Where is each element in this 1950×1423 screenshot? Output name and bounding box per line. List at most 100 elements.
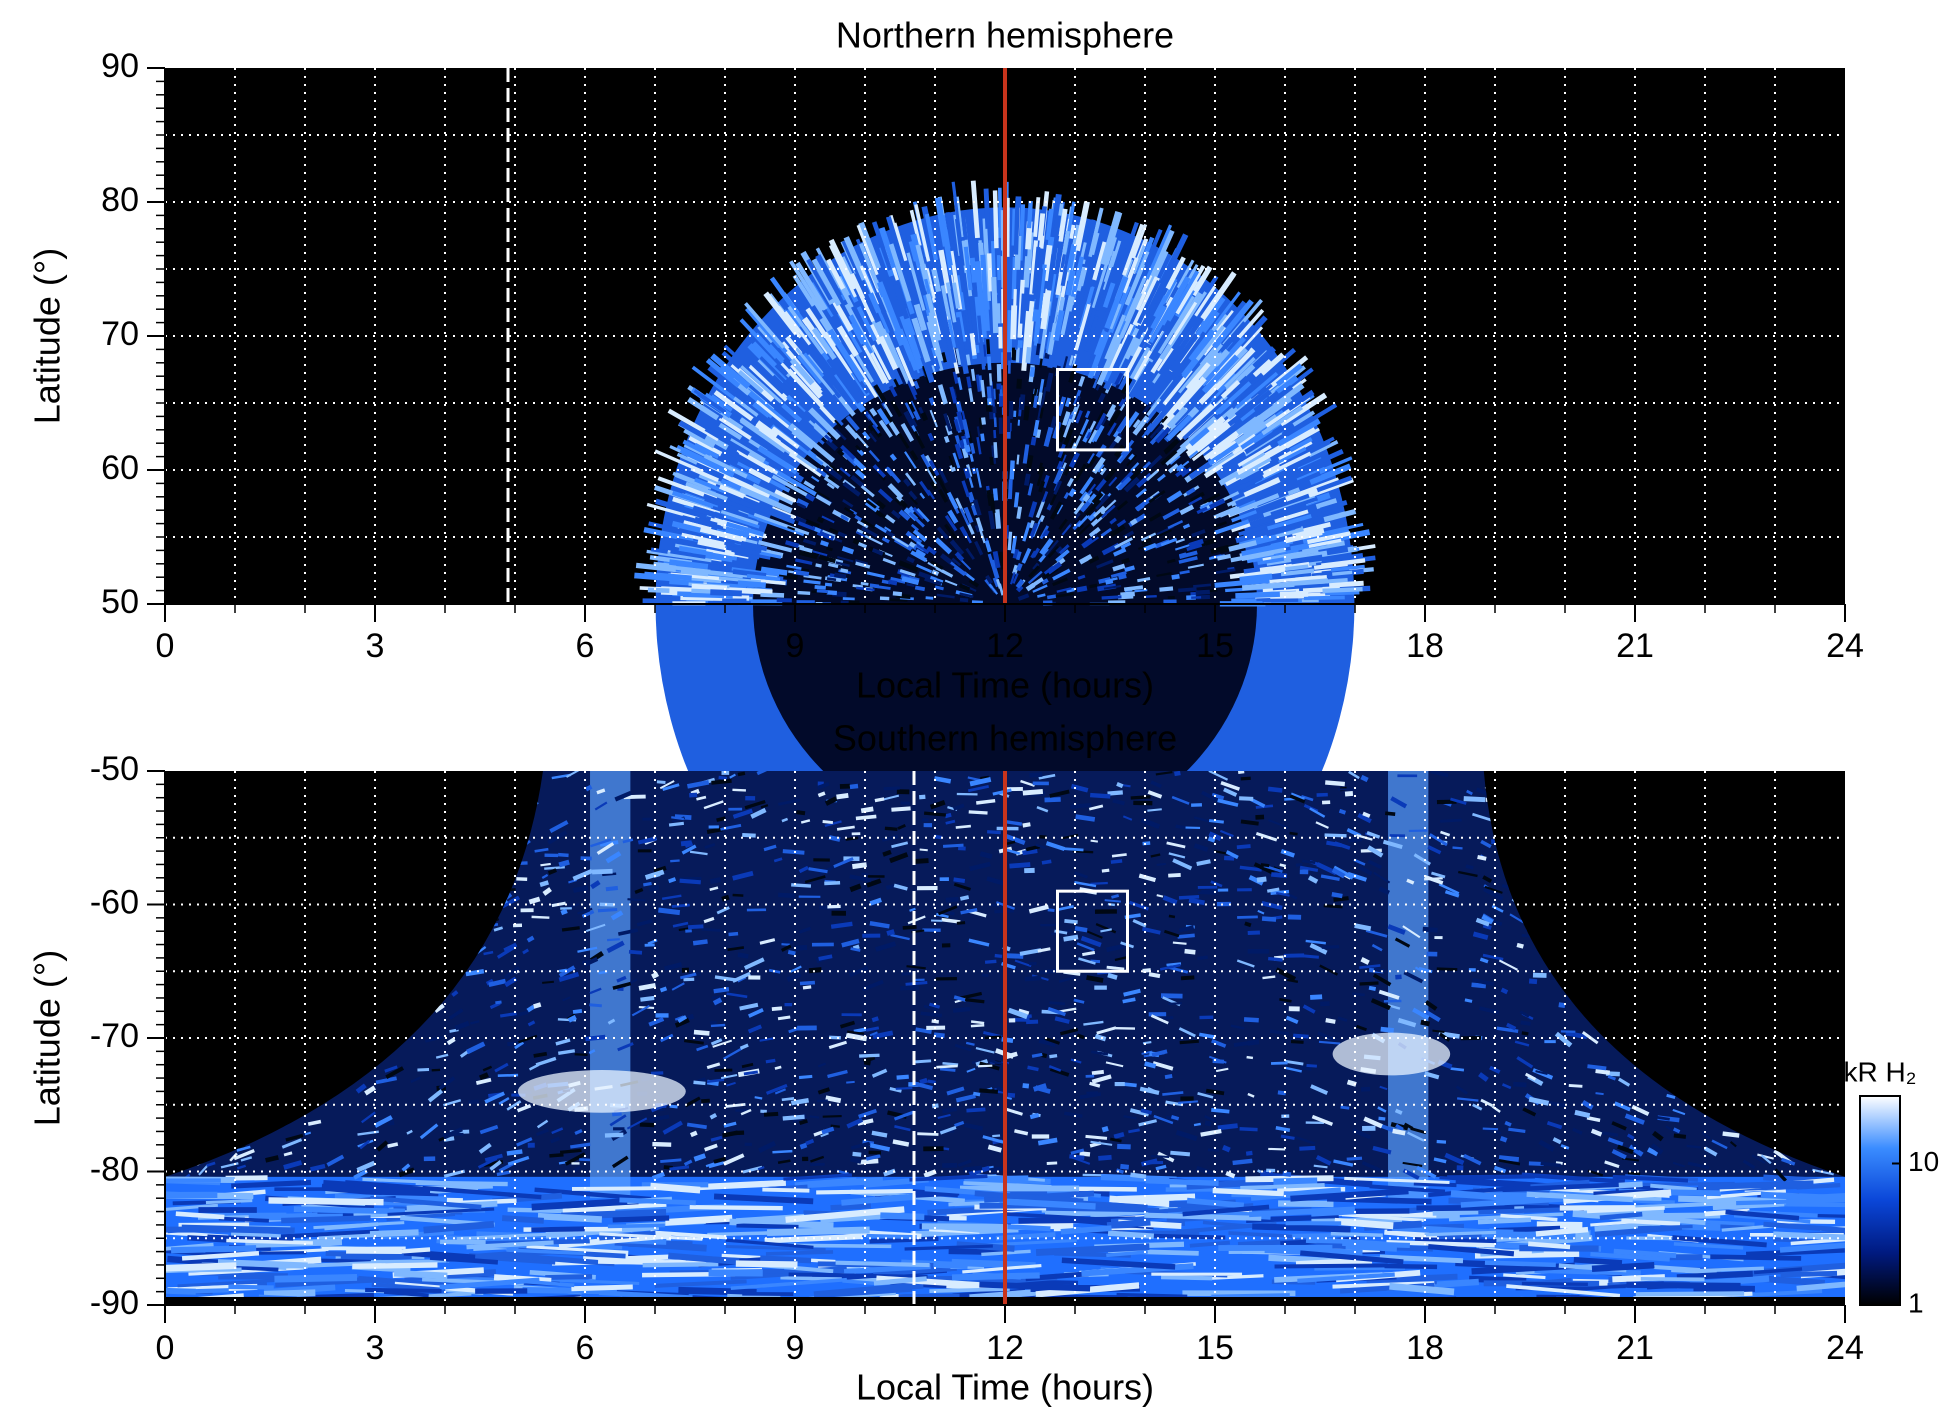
emission-streak	[760, 566, 788, 576]
emission-streak	[1178, 348, 1216, 394]
emission-streak	[848, 965, 869, 978]
emission-streak	[1436, 1139, 1447, 1144]
emission-streak	[750, 578, 786, 586]
emission-streak	[819, 405, 837, 424]
emission-streak	[1049, 501, 1063, 520]
emission-streak	[854, 514, 863, 522]
emission-streak	[811, 327, 837, 361]
emission-streak	[1372, 973, 1392, 987]
emission-streak	[1094, 1033, 1107, 1042]
emission-streak	[1234, 383, 1273, 416]
emission-streak	[826, 590, 838, 596]
emission-streak	[873, 292, 887, 315]
x-tick-label: 9	[786, 627, 805, 665]
emission-streak	[1227, 389, 1272, 427]
emission-streak	[871, 1130, 888, 1138]
emission-streak	[1008, 400, 1014, 420]
emission-streak	[1155, 1164, 1167, 1171]
emission-streak	[1277, 1090, 1286, 1096]
emission-streak	[1225, 1170, 1236, 1179]
emission-streak	[929, 1287, 1010, 1293]
emission-streak	[907, 381, 917, 401]
emission-streak	[938, 304, 957, 364]
emission-streak	[1528, 978, 1538, 985]
emission-streak	[1117, 1143, 1131, 1150]
emission-streak	[1113, 1132, 1125, 1139]
emission-streak	[977, 315, 986, 370]
emission-streak	[926, 321, 944, 372]
emission-streak	[1166, 962, 1182, 967]
emission-streak	[722, 473, 771, 499]
emission-streak	[787, 526, 796, 531]
emission-streak	[984, 540, 992, 553]
emission-streak	[970, 1020, 985, 1025]
emission-streak	[676, 452, 698, 465]
emission-streak	[1022, 848, 1038, 856]
chart-title: Southern hemisphere	[833, 718, 1177, 759]
emission-streak	[607, 1018, 616, 1025]
emission-streak	[1045, 841, 1066, 852]
emission-streak	[1107, 790, 1123, 796]
emission-streak	[1243, 477, 1281, 498]
emission-streak	[577, 946, 598, 953]
emission-streak	[1150, 1154, 1170, 1158]
emission-streak	[892, 283, 910, 320]
emission-streak	[1040, 288, 1052, 330]
emission-streak	[740, 365, 783, 404]
emission-streak	[1166, 841, 1186, 849]
emission-streak	[1220, 379, 1241, 399]
emission-streak	[558, 852, 569, 858]
emission-streak	[1152, 1061, 1174, 1071]
emission-streak	[923, 823, 933, 828]
y-axis-label: Latitude (°)	[27, 950, 68, 1126]
emission-streak	[1090, 1140, 1113, 1146]
emission-streak	[986, 830, 1001, 835]
emission-streak	[1081, 537, 1094, 549]
emission-streak	[866, 571, 885, 579]
emission-streak	[1236, 442, 1290, 476]
emission-streak	[1330, 1231, 1383, 1238]
emission-streak	[535, 1056, 557, 1067]
emission-streak	[1252, 384, 1294, 418]
emission-streak	[765, 1058, 776, 1064]
emission-streak	[1007, 1092, 1016, 1098]
emission-streak	[743, 957, 765, 970]
emission-streak	[1038, 773, 1056, 780]
emission-streak	[759, 356, 801, 398]
emission-streak	[1246, 548, 1300, 564]
emission-streak	[823, 476, 840, 489]
emission-streak	[1397, 1017, 1417, 1028]
emission-streak	[482, 1065, 493, 1072]
emission-streak	[1308, 538, 1342, 549]
emission-streak	[1133, 800, 1153, 806]
emission-streak	[1117, 476, 1132, 491]
emission-streak	[1056, 453, 1067, 471]
emission-streak	[1015, 345, 1020, 363]
emission-streak	[1208, 819, 1224, 824]
emission-streak	[1185, 362, 1211, 391]
emission-streak	[722, 598, 747, 604]
emission-streak	[796, 810, 806, 816]
emission-streak	[1188, 427, 1210, 447]
emission-streak	[496, 1170, 511, 1177]
emission-streak	[1123, 476, 1140, 493]
emission-streak	[855, 814, 877, 821]
y-tick-label: 80	[101, 181, 139, 219]
y-tick-label: 90	[101, 47, 139, 85]
emission-streak	[704, 433, 729, 451]
emission-streak	[1108, 476, 1118, 487]
emission-streak	[656, 780, 666, 785]
emission-streak	[802, 985, 812, 990]
emission-streak	[834, 419, 843, 429]
emission-streak	[1348, 771, 1360, 780]
emission-streak	[1095, 922, 1117, 934]
emission-streak	[813, 858, 830, 862]
emission-streak	[1408, 829, 1428, 832]
emission-streak	[920, 453, 932, 469]
emission-streak	[965, 1041, 975, 1046]
emission-streak	[1014, 959, 1032, 968]
emission-streak	[827, 904, 841, 909]
emission-streak	[686, 1122, 707, 1130]
x-tick-label: 12	[986, 627, 1024, 665]
emission-streak	[1060, 238, 1074, 287]
